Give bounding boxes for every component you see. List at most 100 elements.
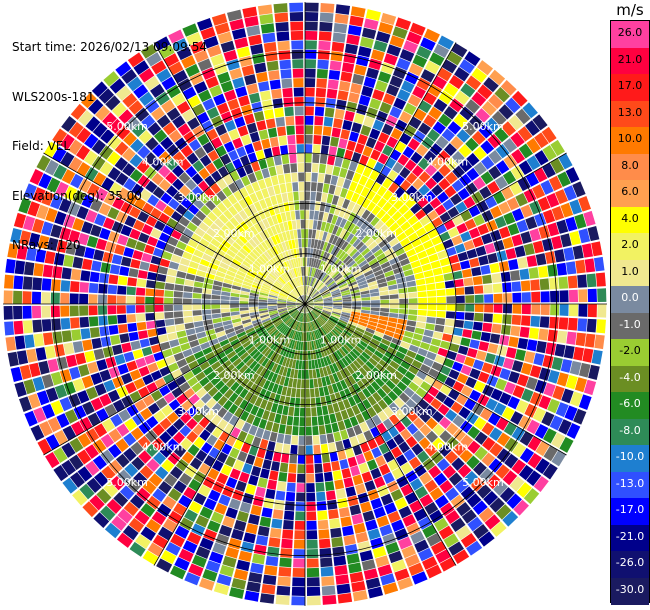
velocity-cell [30, 424, 45, 441]
velocity-cell [508, 114, 524, 131]
velocity-cell [188, 500, 203, 514]
velocity-cell [138, 421, 151, 435]
velocity-cell [374, 434, 385, 446]
velocity-cell [193, 399, 205, 411]
velocity-cell [352, 268, 362, 276]
velocity-cell [267, 339, 276, 348]
velocity-cell [296, 312, 302, 321]
velocity-cell [433, 43, 450, 58]
velocity-cell [233, 324, 244, 331]
velocity-cell [182, 348, 193, 358]
velocity-cell [578, 228, 591, 244]
velocity-cell [301, 379, 305, 389]
velocity-cell [214, 275, 225, 283]
velocity-cell [491, 323, 502, 334]
velocity-cell [439, 430, 452, 443]
velocity-cell [338, 335, 347, 344]
velocity-cell [218, 494, 231, 507]
velocity-cell [365, 519, 378, 531]
velocity-cell [152, 423, 165, 437]
velocity-cell [238, 198, 248, 210]
velocity-cell [305, 125, 314, 135]
velocity-cell [416, 370, 428, 380]
velocity-cell [526, 470, 542, 487]
velocity-cell [310, 191, 316, 201]
velocity-cell [226, 350, 237, 360]
velocity-cell [364, 374, 375, 384]
velocity-cell [224, 346, 234, 356]
velocity-cell [333, 272, 341, 281]
velocity-cell [238, 334, 248, 342]
velocity-cell [270, 195, 278, 206]
velocity-cell [578, 289, 588, 303]
velocity-cell [327, 282, 337, 289]
velocity-cell [261, 357, 270, 367]
velocity-cell [201, 293, 212, 300]
velocity-cell [361, 247, 371, 257]
velocity-cell [264, 323, 274, 330]
velocity-cell [394, 568, 410, 582]
velocity-cell [138, 365, 150, 377]
velocity-cell [286, 338, 292, 348]
velocity-cell [321, 135, 331, 146]
velocity-cell [161, 251, 173, 261]
velocity-cell [348, 385, 357, 396]
velocity-cell [363, 250, 373, 260]
velocity-cell [382, 472, 395, 484]
velocity-cell [376, 323, 387, 330]
velocity-cell [316, 281, 323, 290]
velocity-cell [207, 356, 218, 366]
velocity-cell [192, 298, 202, 304]
velocity-cell [24, 261, 35, 276]
velocity-cell [243, 532, 256, 544]
velocity-cell [156, 273, 167, 282]
velocity-cell [306, 549, 319, 559]
velocity-cell [510, 325, 521, 337]
velocity-cell [334, 205, 342, 216]
velocity-cell [76, 206, 89, 220]
velocity-cell [266, 249, 274, 259]
velocity-cell [159, 417, 172, 430]
velocity-cell [171, 92, 186, 107]
velocity-cell [230, 311, 240, 316]
velocity-cell [309, 341, 313, 351]
velocity-cell [261, 99, 273, 111]
velocity-cell [185, 354, 196, 364]
velocity-cell [315, 368, 321, 378]
velocity-cell [374, 140, 386, 153]
velocity-cell [414, 464, 427, 477]
velocity-cell [288, 259, 294, 269]
velocity-cell [509, 181, 523, 196]
velocity-cell [350, 83, 362, 94]
velocity-cell [13, 275, 24, 290]
velocity-cell [196, 387, 207, 399]
velocity-cell [322, 212, 329, 222]
velocity-cell [255, 486, 266, 498]
velocity-cell [542, 355, 554, 369]
velocity-cell [392, 26, 408, 39]
velocity-cell [341, 331, 351, 339]
velocity-cell [434, 242, 446, 253]
velocity-cell [279, 145, 289, 155]
velocity-cell [432, 379, 444, 391]
velocity-cell [339, 285, 349, 291]
velocity-cell [285, 491, 296, 502]
velocity-cell [415, 321, 426, 329]
velocity-cell [272, 317, 281, 323]
velocity-cell [448, 74, 464, 90]
velocity-cell [232, 357, 242, 367]
velocity-cell [193, 81, 208, 94]
velocity-cell [541, 411, 555, 427]
velocity-cell [216, 573, 232, 587]
velocity-cell [298, 304, 305, 310]
velocity-cell [314, 302, 324, 304]
velocity-cell [96, 408, 109, 422]
velocity-cell [220, 295, 230, 301]
velocity-cell [282, 163, 291, 174]
velocity-cell [321, 376, 327, 387]
velocity-cell [223, 388, 234, 399]
velocity-cell [309, 379, 314, 389]
velocity-cell [291, 586, 305, 596]
velocity-cell [274, 255, 282, 265]
velocity-cell [303, 295, 305, 304]
